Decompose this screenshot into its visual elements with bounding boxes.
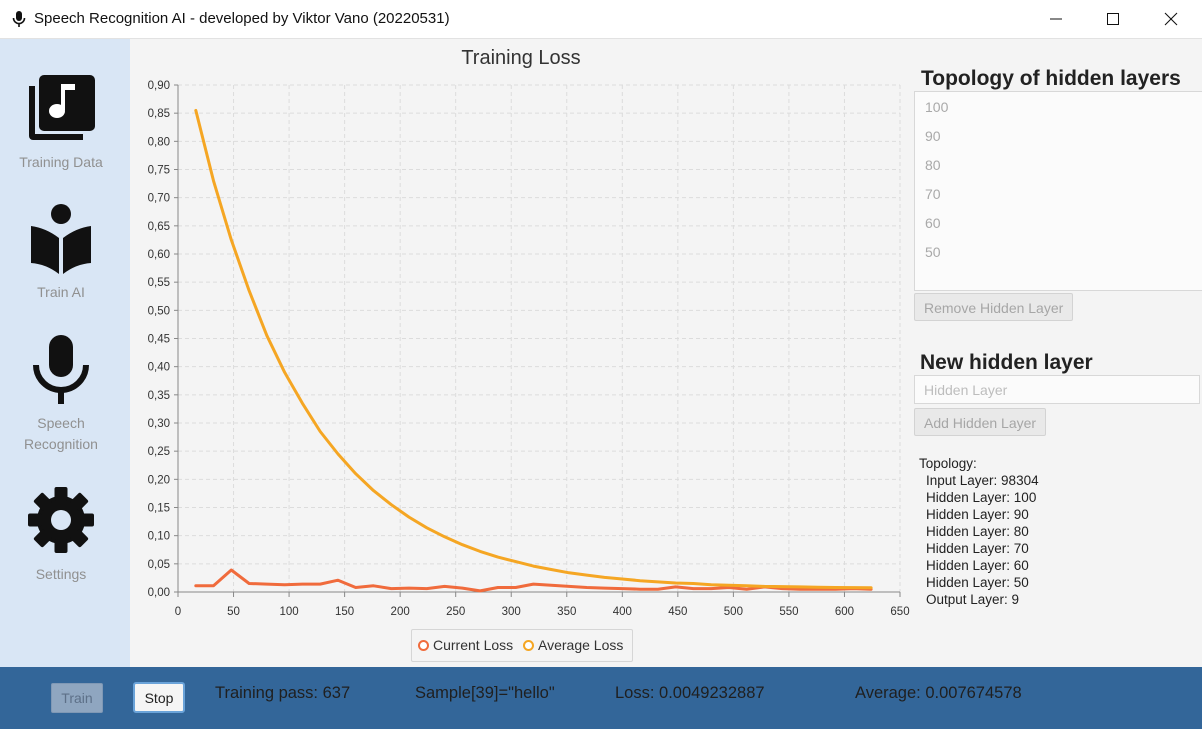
chart-title: Training Loss	[461, 47, 581, 69]
sidebar-item-label: Settings	[35, 566, 87, 582]
list-item[interactable]: 60	[925, 215, 941, 231]
title-bar: Speech Recognition AI - developed by Vik…	[0, 0, 1202, 39]
new-layer-heading: New hidden layer	[920, 351, 1093, 374]
x-tick-label: 200	[391, 606, 410, 618]
x-tick-label: 400	[613, 606, 632, 618]
list-item[interactable]: 50	[925, 244, 941, 260]
training-loss-chart: 0,00 0,05 0,10 0,15 0,20 0,25 0,30 0,35 0,40 0,45…	[148, 80, 910, 618]
y-tick-label: 0,90	[148, 80, 170, 92]
stop-button[interactable]: Stop	[133, 682, 185, 713]
y-tick-label: 0,30	[148, 418, 170, 430]
x-tick-label: 450	[668, 606, 687, 618]
legend-label: Average Loss	[538, 637, 624, 653]
x-tick-label: 100	[279, 606, 298, 618]
sample-label: Sample[39]="hello"	[415, 684, 555, 702]
y-tick-label: 0,35	[148, 390, 170, 402]
y-tick-label: 0,80	[148, 136, 170, 148]
average-label: Average: 0.007674578	[855, 684, 1022, 702]
maximize-icon	[1107, 13, 1119, 25]
sidebar-item-label: Training Data	[19, 154, 103, 170]
remove-hidden-layer-button[interactable]: Remove Hidden Layer	[914, 293, 1074, 321]
topology-line: Hidden Layer: 70	[926, 541, 1029, 556]
sidebar-item-train-ai[interactable]: Train AI	[0, 202, 130, 322]
main-area: Training Loss 0,00 0,05 0,10 0,15 0,20 0,25 0,…	[130, 39, 1202, 667]
y-tick-label: 0,50	[148, 305, 170, 317]
sidebar-item-label: Train AI	[37, 284, 85, 300]
microphone-icon	[10, 10, 28, 28]
sidebar-item-settings[interactable]: Settings	[0, 484, 130, 604]
window-title: Speech Recognition AI - developed by Vik…	[34, 10, 450, 27]
y-tick-label: 0,05	[148, 559, 170, 571]
x-tick-label: 300	[502, 606, 521, 618]
y-tick-label: 0,65	[148, 221, 170, 233]
x-tick-label: 550	[779, 606, 798, 618]
hidden-layers-list[interactable]: 100 90 80 70 60 50	[914, 91, 1202, 291]
y-tick-label: 0,40	[148, 362, 170, 374]
y-tick-label: 0,75	[148, 165, 170, 177]
music-library-icon	[25, 72, 97, 144]
minimize-button[interactable]	[1027, 0, 1085, 38]
training-pass-label: Training pass: 637	[215, 684, 351, 702]
topology-line: Topology:	[919, 456, 977, 471]
topology-line: Input Layer: 98304	[926, 473, 1039, 488]
loss-label: Loss: 0.0049232887	[615, 684, 765, 702]
series-line-average-loss	[194, 108, 873, 590]
topology-line: Hidden Layer: 80	[926, 524, 1029, 539]
y-tick-label: 0,60	[148, 249, 170, 261]
close-button[interactable]	[1142, 0, 1200, 38]
list-item[interactable]: 100	[925, 99, 949, 115]
train-button[interactable]: Train	[51, 683, 103, 713]
legend-marker	[418, 640, 429, 651]
legend-entry-current-loss: Current Loss	[418, 637, 513, 653]
y-tick-label: 0,25	[148, 446, 170, 458]
topology-line: Hidden Layer: 50	[926, 575, 1029, 590]
legend-entry-average-loss: Average Loss	[523, 637, 623, 653]
x-tick-label: 350	[557, 606, 576, 618]
microphone-icon	[25, 333, 97, 405]
minimize-icon	[1050, 18, 1062, 20]
x-tick-label: 250	[446, 606, 465, 618]
y-tick-label: 0,10	[148, 531, 170, 543]
x-tick-label: 500	[724, 606, 743, 618]
sidebar: Training Data Train AI Speech Recognitio…	[0, 39, 130, 667]
topology-line: Hidden Layer: 100	[926, 490, 1037, 505]
x-tick-label: 600	[835, 606, 854, 618]
sidebar-item-training-data[interactable]: Training Data	[0, 72, 130, 192]
close-icon	[1164, 12, 1178, 26]
topology-line: Hidden Layer: 90	[926, 507, 1029, 522]
list-item[interactable]: 80	[925, 157, 941, 173]
y-tick-label: 0,20	[148, 474, 170, 486]
y-tick-label: 0,15	[148, 503, 170, 515]
maximize-button[interactable]	[1084, 0, 1142, 38]
y-tick-label: 0,70	[148, 193, 170, 205]
status-bar: Train Stop Training pass: 637 Sample[39]…	[0, 667, 1202, 729]
y-tick-label: 0,00	[148, 587, 170, 599]
y-tick-label: 0,55	[148, 277, 170, 289]
x-tick-label: 650	[890, 606, 909, 618]
chart-legend: Current Loss Average Loss	[411, 629, 633, 662]
reading-person-icon	[25, 202, 97, 274]
topology-line: Hidden Layer: 60	[926, 558, 1029, 573]
y-tick-label: 0,45	[148, 334, 170, 346]
gear-icon	[25, 484, 97, 556]
x-tick-label: 50	[227, 606, 240, 618]
add-hidden-layer-button[interactable]: Add Hidden Layer	[914, 408, 1047, 436]
list-item[interactable]: 70	[925, 186, 941, 202]
sidebar-item-label: Speech Recognition	[24, 415, 98, 452]
y-tick-label: 0,85	[148, 108, 170, 120]
topology-line: Output Layer: 9	[926, 592, 1020, 607]
x-tick-label: 150	[335, 606, 354, 618]
sidebar-item-speech-recognition[interactable]: Speech Recognition	[0, 333, 130, 453]
list-item[interactable]: 90	[925, 128, 941, 144]
x-tick-label: 0	[175, 606, 181, 618]
legend-marker	[523, 640, 534, 651]
topology-summary: Topology: Input Layer: 98304 Hidden Laye…	[919, 455, 1039, 608]
topology-heading: Topology of hidden layers	[921, 67, 1181, 90]
legend-label: Current Loss	[433, 637, 514, 653]
hidden-layer-input[interactable]	[914, 375, 1200, 404]
